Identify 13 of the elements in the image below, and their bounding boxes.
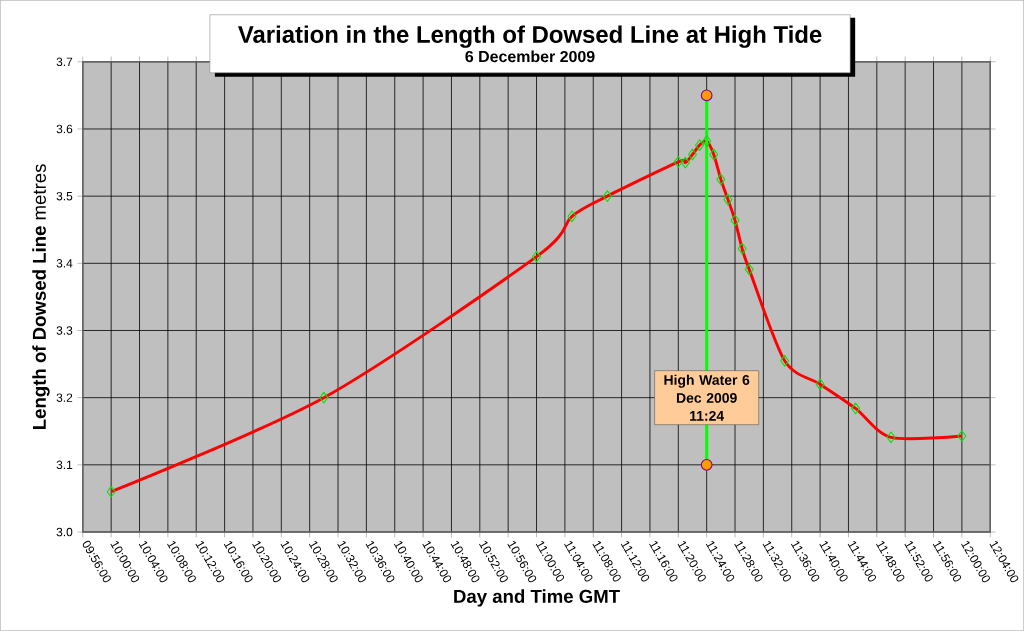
y-axis-title: Length of Dowsed Line metres <box>32 164 50 430</box>
y-tick-label: 3.7 <box>56 57 73 67</box>
y-tick-label: 3.6 <box>56 124 73 134</box>
chart-subtitle: 6 December 2009 <box>465 50 595 63</box>
x-axis-title: Day and Time GMT <box>454 589 620 607</box>
y-tick-label: 3.1 <box>56 460 73 470</box>
y-tick-label: 3.5 <box>56 191 73 201</box>
annotation: High Water 6 Dec 2009 11:24 <box>664 374 750 421</box>
y-tick-label: 3.2 <box>56 393 73 402</box>
chart-title: Variation in the Length of Dowsed Line at High Tide <box>238 25 822 48</box>
y-tick-label: 3.3 <box>56 326 73 335</box>
y-tick-label: 3.0 <box>56 527 73 537</box>
y-tick-label: 3.4 <box>56 259 73 268</box>
